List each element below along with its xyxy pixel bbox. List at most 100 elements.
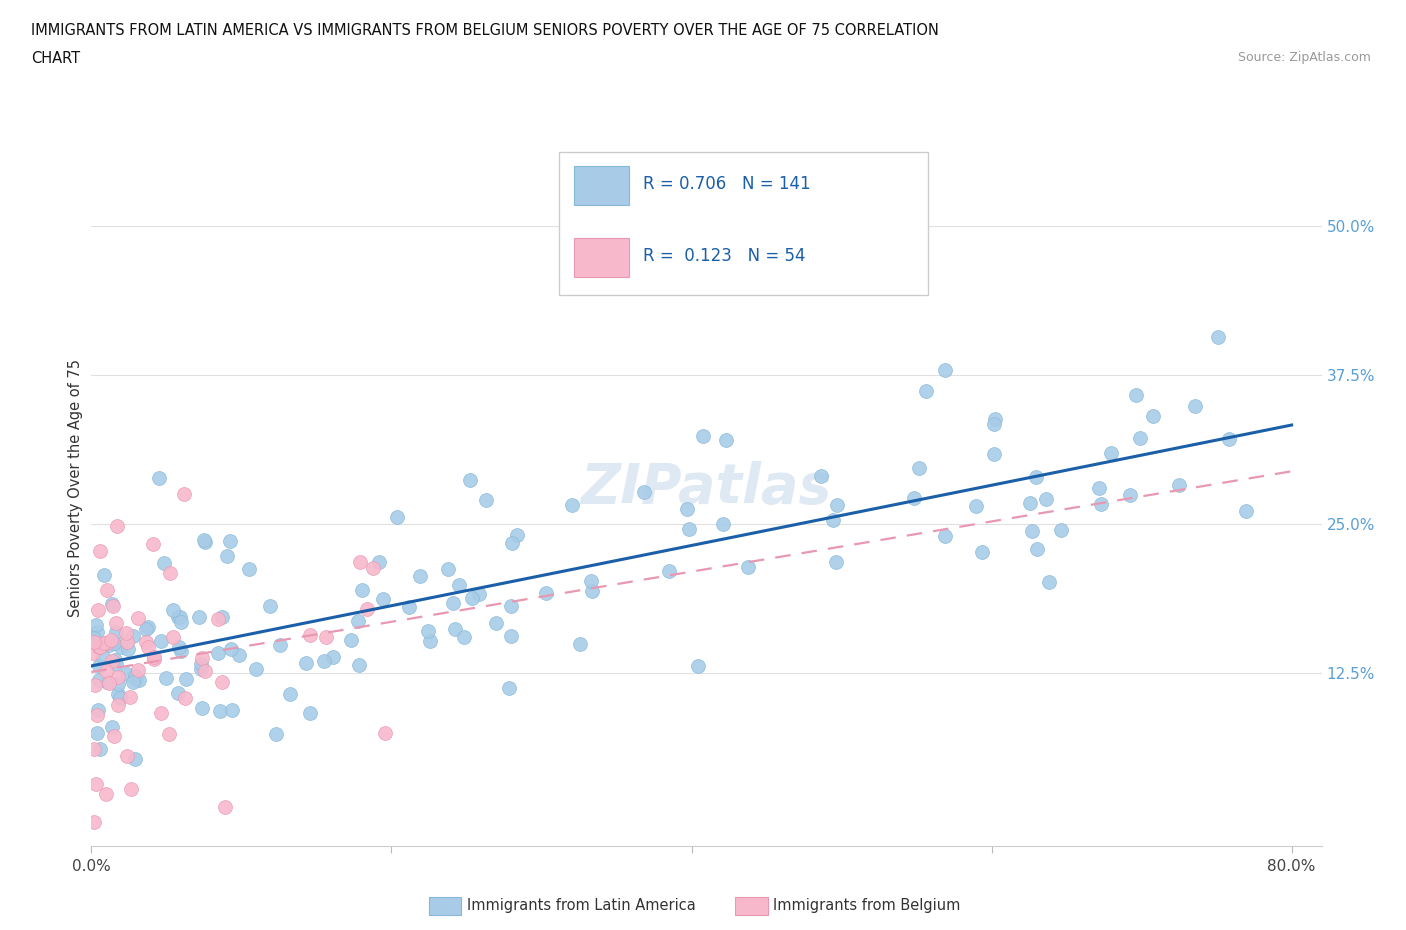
Point (86, 625, 108, 640)
Point (170, 615, 193, 630)
Point (98, 638, 121, 653)
Point (269, 638, 291, 653)
Text: Source: ZipAtlas.com: Source: ZipAtlas.com (1237, 51, 1371, 64)
Point (1206, 330, 1229, 345)
Point (83, 741, 105, 756)
Point (658, 564, 681, 578)
Point (93, 567, 115, 582)
Point (100, 653, 122, 668)
Point (675, 501, 697, 516)
Point (87, 640, 110, 655)
Point (93, 635, 115, 650)
Point (190, 700, 212, 715)
Point (193, 533, 215, 548)
Point (105, 616, 128, 631)
Point (214, 799, 236, 814)
Point (221, 642, 243, 657)
Point (821, 512, 844, 527)
Point (162, 630, 184, 644)
Point (350, 583, 373, 598)
Text: ZIPatlas: ZIPatlas (581, 461, 832, 515)
Point (83, 815, 105, 830)
Point (1021, 524, 1043, 538)
Point (148, 471, 170, 485)
Point (82, 645, 104, 660)
Point (104, 657, 127, 671)
Point (356, 602, 378, 617)
Point (315, 630, 337, 644)
Point (108, 690, 131, 705)
Point (499, 599, 522, 614)
Point (103, 636, 125, 651)
Point (298, 706, 321, 721)
Point (827, 497, 849, 512)
Point (1234, 503, 1257, 518)
Point (299, 628, 322, 643)
Point (150, 633, 173, 648)
Point (810, 469, 832, 484)
Point (1218, 432, 1240, 446)
Point (167, 639, 190, 654)
Point (970, 545, 993, 560)
Point (115, 749, 138, 764)
Point (458, 472, 481, 487)
Point (207, 645, 229, 660)
Point (136, 619, 159, 634)
Point (104, 652, 127, 667)
Point (461, 591, 484, 605)
Point (409, 568, 432, 583)
Point (142, 537, 165, 551)
Text: IMMIGRANTS FROM LATIN AMERICA VS IMMIGRANTS FROM BELGIUM SENIORS POVERTY OVER TH: IMMIGRANTS FROM LATIN AMERICA VS IMMIGRA… (31, 23, 939, 38)
Text: Immigrants from Belgium: Immigrants from Belgium (773, 898, 960, 913)
Point (135, 622, 157, 637)
Point (322, 649, 344, 664)
Point (678, 522, 700, 537)
Point (190, 661, 212, 676)
Point (103, 599, 125, 614)
Point (221, 703, 243, 718)
Point (453, 630, 475, 644)
Text: Immigrants from Latin America: Immigrants from Latin America (467, 898, 696, 913)
Point (983, 446, 1005, 461)
Point (903, 490, 925, 505)
Point (1019, 495, 1042, 510)
Point (228, 648, 250, 663)
Point (211, 674, 233, 689)
Point (96, 674, 118, 689)
Point (155, 671, 177, 685)
Point (368, 554, 391, 569)
Point (89, 544, 111, 559)
Point (143, 649, 166, 664)
Point (499, 628, 522, 643)
Point (190, 651, 212, 666)
Point (120, 690, 142, 705)
Point (907, 460, 929, 475)
Point (1168, 478, 1191, 493)
Point (86, 708, 108, 723)
Point (157, 726, 180, 741)
Point (176, 671, 198, 686)
Point (96, 582, 118, 597)
Point (127, 610, 149, 625)
Point (83, 677, 105, 692)
Point (98, 675, 121, 690)
Point (437, 562, 460, 577)
Point (117, 642, 139, 657)
Point (716, 433, 738, 448)
Point (150, 706, 173, 721)
Point (215, 549, 238, 564)
Point (169, 609, 191, 624)
Point (207, 611, 229, 626)
Point (934, 528, 956, 543)
Point (107, 670, 129, 684)
Point (121, 629, 143, 644)
Point (1090, 497, 1112, 512)
Point (737, 560, 759, 575)
Point (245, 661, 267, 676)
Point (190, 657, 212, 671)
Point (579, 574, 602, 589)
Point (419, 633, 441, 648)
Point (91, 649, 114, 664)
Point (371, 592, 394, 607)
Point (387, 510, 409, 525)
